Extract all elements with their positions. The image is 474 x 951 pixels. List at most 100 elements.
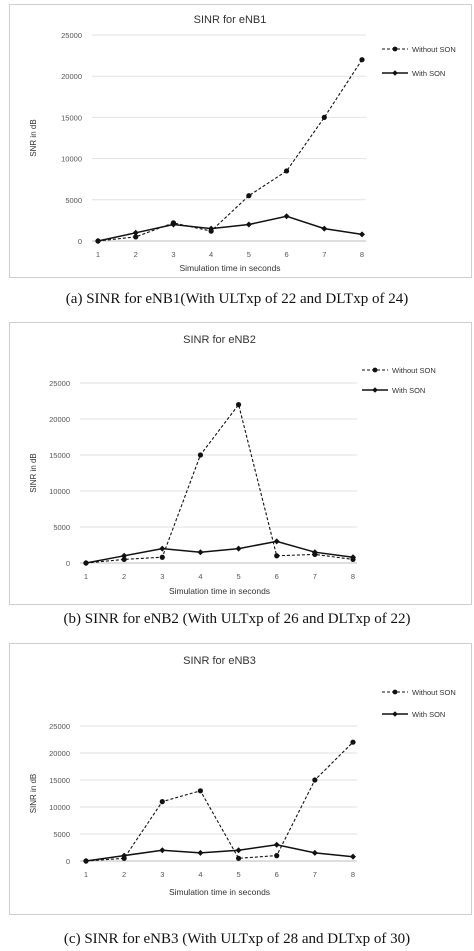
x-tick-label: 6 bbox=[275, 870, 279, 879]
data-point bbox=[132, 229, 139, 236]
legend-label: Without SON bbox=[412, 45, 456, 54]
y-tick-label: 5000 bbox=[53, 523, 70, 532]
y-tick-label: 0 bbox=[66, 559, 70, 568]
x-tick-label: 7 bbox=[313, 572, 317, 581]
data-point bbox=[121, 556, 127, 562]
data-point bbox=[312, 777, 318, 783]
x-tick-label: 3 bbox=[160, 572, 164, 581]
y-tick-label: 0 bbox=[66, 857, 70, 866]
data-point bbox=[359, 57, 365, 63]
x-tick-label: 2 bbox=[122, 572, 126, 581]
y-tick-label: 10000 bbox=[49, 487, 70, 496]
caption-enb3: (c) SINR for eNB3 (With ULTxp of 28 and … bbox=[63, 931, 411, 947]
data-point bbox=[208, 225, 215, 232]
y-axis-label: SNR in dB bbox=[29, 119, 38, 156]
x-tick-label: 1 bbox=[96, 250, 100, 259]
x-tick-label: 2 bbox=[134, 250, 138, 259]
series-line-with-son bbox=[97, 215, 363, 242]
y-tick-label: 10000 bbox=[61, 155, 82, 164]
x-tick-label: 7 bbox=[322, 250, 326, 259]
x-axis-label: Simulation time in seconds bbox=[179, 263, 280, 273]
data-point bbox=[321, 225, 328, 232]
chart-panel-enb2: SINR for eNB2 0 5000 10000 15000 20000 25000 1 2… bbox=[9, 322, 472, 605]
chart-enb1: SINR for eNB1 0 5000 10000 15000 20000 25000 1 2… bbox=[29, 14, 456, 273]
data-point bbox=[235, 402, 242, 408]
legend-marker bbox=[392, 70, 398, 76]
y-tick-label: 5000 bbox=[53, 830, 70, 839]
data-point bbox=[197, 549, 204, 556]
legend-label: With SON bbox=[392, 386, 425, 395]
data-point bbox=[311, 849, 318, 856]
x-tick-label: 5 bbox=[236, 572, 240, 581]
x-axis-label: Simulation time in seconds bbox=[169, 887, 270, 897]
chart-title: SINR for eNB2 bbox=[183, 334, 256, 346]
series-line-without-son bbox=[85, 741, 354, 862]
x-tick-label: 8 bbox=[351, 870, 355, 879]
x-tick-label: 8 bbox=[360, 250, 364, 259]
y-tick-label: 20000 bbox=[61, 72, 82, 81]
legend-marker bbox=[392, 689, 398, 695]
x-tick-label: 4 bbox=[198, 870, 202, 879]
caption-enb1: (a) SINR for eNB1(With ULTxp of 22 and D… bbox=[65, 291, 409, 307]
chart-panel-enb1: SINR for eNB1 0 5000 10000 15000 20000 25000 1 2… bbox=[9, 4, 472, 278]
data-point bbox=[350, 554, 356, 561]
y-axis-label: SINR in dB bbox=[29, 453, 38, 493]
data-point bbox=[235, 855, 242, 861]
data-point bbox=[273, 841, 280, 848]
data-point bbox=[159, 847, 166, 854]
data-point bbox=[170, 221, 177, 228]
data-point bbox=[245, 221, 252, 228]
legend-label: With SON bbox=[412, 69, 445, 78]
legend-marker bbox=[392, 46, 398, 52]
y-tick-label: 20000 bbox=[49, 415, 70, 424]
caption-enb2: (b) SINR for eNB2 (With ULTxp of 26 and … bbox=[63, 611, 411, 627]
y-tick-label: 15000 bbox=[49, 776, 70, 785]
x-tick-label: 1 bbox=[84, 572, 88, 581]
data-point bbox=[350, 853, 356, 860]
x-tick-label: 7 bbox=[313, 870, 317, 879]
data-point bbox=[197, 788, 204, 794]
legend-label: Without SON bbox=[412, 688, 456, 697]
x-tick-label: 2 bbox=[122, 870, 126, 879]
y-tick-label: 0 bbox=[78, 237, 82, 246]
data-point bbox=[95, 238, 101, 244]
data-point bbox=[83, 858, 89, 864]
data-point bbox=[121, 552, 128, 559]
series-line-with-son bbox=[85, 844, 354, 862]
data-point bbox=[274, 853, 280, 859]
data-point bbox=[235, 545, 242, 552]
x-tick-label: 8 bbox=[351, 572, 355, 581]
data-point bbox=[246, 193, 252, 199]
data-point bbox=[197, 452, 204, 458]
series-line-with-son bbox=[85, 540, 354, 564]
y-tick-label: 25000 bbox=[49, 379, 70, 388]
y-tick-label: 5000 bbox=[65, 196, 82, 205]
y-tick-label: 15000 bbox=[61, 113, 82, 122]
x-tick-label: 6 bbox=[284, 250, 288, 259]
chart-panel-enb3: SINR for eNB3 0 5000 10000 15000 20000 25000 1 2… bbox=[9, 643, 472, 915]
data-point bbox=[121, 852, 128, 859]
chart-enb3: SINR for eNB3 0 5000 10000 15000 20000 25000 1 2… bbox=[29, 655, 456, 897]
data-point bbox=[283, 168, 290, 174]
data-point bbox=[283, 213, 290, 220]
x-tick-label: 5 bbox=[236, 870, 240, 879]
data-point bbox=[273, 538, 280, 545]
data-point bbox=[321, 114, 327, 120]
y-tick-label: 10000 bbox=[49, 803, 70, 812]
data-point bbox=[159, 554, 165, 560]
data-point bbox=[311, 549, 318, 556]
legend-marker bbox=[372, 367, 378, 373]
x-tick-label: 6 bbox=[275, 572, 279, 581]
series-line-without-son bbox=[85, 403, 354, 564]
chart-title: SINR for eNB1 bbox=[194, 14, 267, 26]
legend-marker bbox=[372, 387, 378, 393]
x-tick-label: 3 bbox=[160, 870, 164, 879]
data-point bbox=[159, 799, 165, 805]
data-point bbox=[359, 231, 365, 238]
chart-title: SINR for eNB3 bbox=[183, 655, 256, 667]
y-tick-label: 15000 bbox=[49, 451, 70, 460]
y-tick-label: 25000 bbox=[49, 722, 70, 731]
y-tick-label: 25000 bbox=[61, 31, 82, 40]
legend-label: With SON bbox=[412, 710, 445, 719]
data-point bbox=[274, 553, 280, 559]
